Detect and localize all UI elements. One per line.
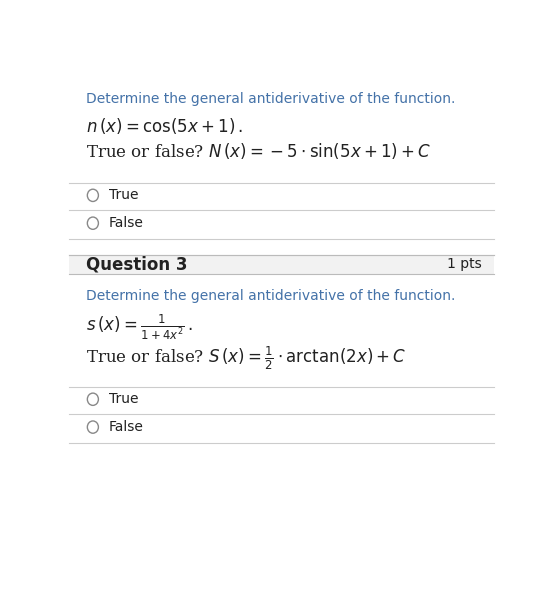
Text: True: True — [109, 392, 138, 406]
Text: Determine the general antiderivative of the function.: Determine the general antiderivative of … — [86, 93, 455, 107]
Text: True or false? $S\,(x) = \frac{1}{2} \cdot \mathrm{arctan}(2x) + C$: True or false? $S\,(x) = \frac{1}{2} \cd… — [86, 345, 406, 372]
Text: Determine the general antiderivative of the function.: Determine the general antiderivative of … — [86, 289, 455, 303]
Text: $s\,(x) = \frac{1}{1+4x^2}\,.$: $s\,(x) = \frac{1}{1+4x^2}\,.$ — [86, 313, 193, 343]
Text: Question 3: Question 3 — [86, 256, 187, 273]
Text: False: False — [109, 216, 144, 230]
Text: 1 pts: 1 pts — [446, 257, 481, 272]
Text: False: False — [109, 420, 144, 434]
Text: True: True — [109, 188, 138, 202]
Text: True or false? $N\,(x) = -5 \cdot \sin(5x + 1) + C$: True or false? $N\,(x) = -5 \cdot \sin(5… — [86, 140, 431, 161]
Text: $n\,(x) = \cos(5x + 1)\,.$: $n\,(x) = \cos(5x + 1)\,.$ — [86, 116, 243, 136]
FancyBboxPatch shape — [69, 255, 494, 273]
